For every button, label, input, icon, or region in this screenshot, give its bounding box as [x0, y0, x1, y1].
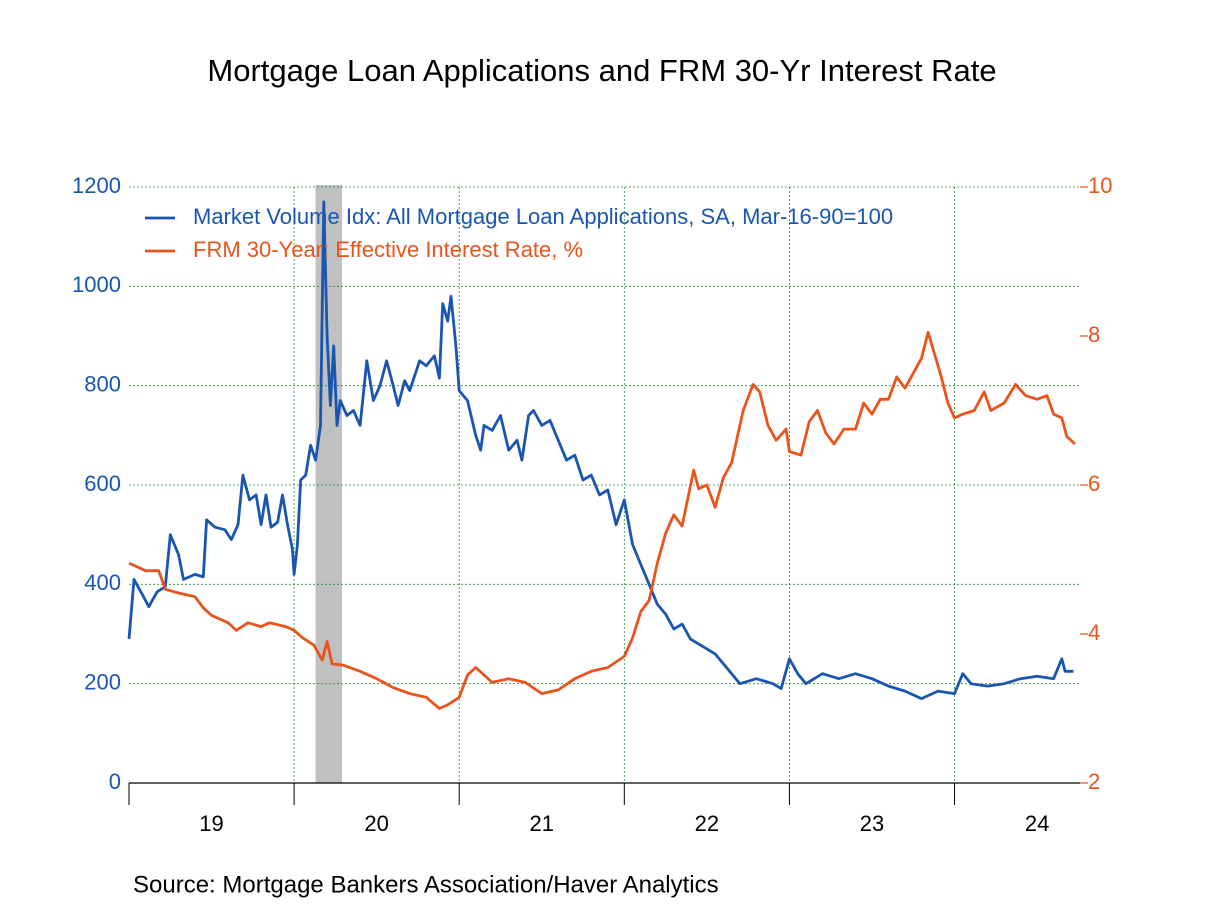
source-note: Source: Mortgage Bankers Association/Hav…	[133, 871, 719, 898]
x-tick-label: 23	[860, 811, 884, 836]
y2-tick-label: 10	[1088, 173, 1112, 198]
y-tick-label: 600	[84, 471, 121, 496]
y-tick-label: 400	[84, 570, 121, 595]
y-tick-label: 200	[84, 669, 121, 694]
y-tick-label: 0	[109, 769, 121, 794]
y2-tick-label: 4	[1088, 620, 1100, 645]
chart-title: Mortgage Loan Applications and FRM 30-Yr…	[207, 53, 996, 88]
x-tick-label: 24	[1025, 811, 1049, 836]
y2-tick-label: 8	[1088, 322, 1100, 347]
series-line	[127, 200, 1074, 700]
recession-shade	[315, 185, 342, 783]
y-tick-label: 1200	[72, 173, 121, 198]
y2-tick-label: 2	[1088, 769, 1100, 794]
y-tick-label: 1000	[72, 272, 121, 297]
x-tick-label: 21	[530, 811, 554, 836]
y2-tick-label: 6	[1088, 471, 1100, 496]
x-tick-label: 22	[695, 811, 719, 836]
legend-label: Market Volume Idx: All Mortgage Loan App…	[193, 204, 893, 229]
x-tick-label: 19	[199, 811, 223, 836]
legend-label: FRM 30-Year: Effective Interest Rate, %	[193, 237, 583, 262]
series-line	[128, 330, 1076, 710]
y-tick-label: 800	[84, 371, 121, 396]
x-tick-label: 20	[364, 811, 388, 836]
